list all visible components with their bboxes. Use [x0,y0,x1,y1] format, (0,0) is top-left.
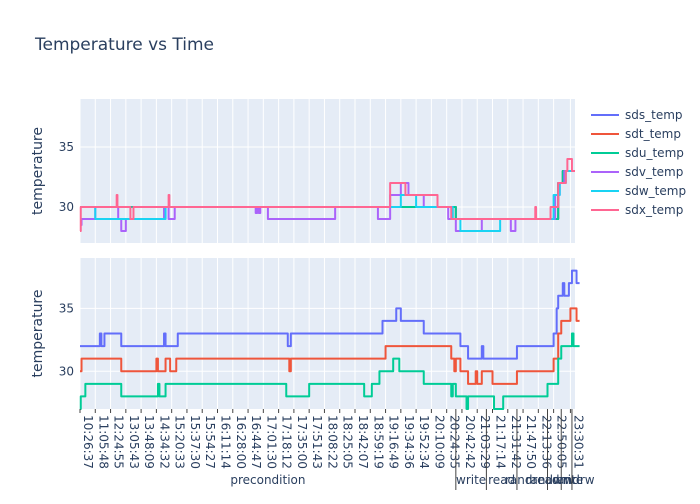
x-tick-label: 20:24:35 [448,415,462,469]
series-line-sdt_temp [80,307,580,385]
legend-label: sdv_temp [625,165,683,179]
x-tick-label: 20:42:42 [463,415,477,469]
x-tick-label: 22:13:36 [539,415,553,469]
legend-item-sdv_temp[interactable]: sdv_temp [591,165,683,179]
x-axis: 10:26:37 11:05:48 12:24:55 13:05:43 13:48:09… [79,409,585,469]
legend-item-sdu_temp[interactable]: sdu_temp [591,146,684,160]
x-tick-label: 18:25:05 [341,415,355,469]
x-tick-label: 18:59:19 [371,415,385,469]
x-tick-label: 17:35:00 [295,415,309,469]
legend-label: sdw_temp [625,184,686,198]
legend-label: sdx_temp [625,203,683,217]
legend-label: sdt_temp [625,127,681,141]
y-tick-label: 30 [59,200,74,214]
legend[interactable]: sds_temp sdt_temp sdu_temp sdv_temp sdw_temp… [591,108,686,217]
x-tick-label: 16:11:14 [219,415,233,469]
series-line-sds_temp [80,269,580,360]
phase-label: randread [505,473,560,487]
series-line-sdx_temp [79,158,575,232]
chart-title: Temperature vs Time [34,35,214,55]
x-tick-label: 16:44:47 [249,415,263,469]
legend-item-sdw_temp[interactable]: sdw_temp [591,184,686,198]
plots-layer: 30 35 temperature 30 35 temperature [30,99,580,410]
legend-label: sds_temp [625,108,683,122]
phase-label: write [456,473,486,487]
x-tick-label: 23:30:31 [571,415,585,469]
phase-label: randrw [552,473,594,487]
x-tick-label: 15:54:27 [203,415,217,469]
x-tick-label: 20:10:09 [432,415,446,469]
x-tick-label: 19:52:34 [417,415,431,469]
legend-item-sds_temp[interactable]: sds_temp [591,108,683,122]
series-line-sdv_temp [80,170,575,232]
y-axis-label: temperature [30,127,46,215]
x-tick-label: 19:16:49 [387,415,401,469]
x-tick-label: 17:51:43 [310,415,324,469]
x-tick-label: 10:26:37 [81,415,95,469]
subplot-2: 30 35 temperature [30,258,580,410]
y-tick-label: 30 [59,364,74,378]
subplot-1: 30 35 temperature [30,99,575,243]
x-tick-label: 21:03:29 [478,415,492,469]
x-tick-label: 21:47:50 [524,415,538,469]
phase-label: randwrite [526,473,584,487]
x-tick-label: 18:42:07 [356,415,370,469]
phase-annotations: precondition write readrandreadrandwriterw… [230,409,595,490]
legend-item-sdx_temp[interactable]: sdx_temp [591,203,683,217]
y-axis-label: temperature [30,290,46,378]
y-tick-label: 35 [59,301,74,315]
phase-label: rw [559,473,574,487]
x-tick-label: 11:05:48 [96,415,110,469]
x-tick-label: 17:01:30 [264,415,278,469]
x-tick-label: 16:28:00 [234,415,248,469]
x-tick-label: 15:37:30 [188,415,202,469]
x-tick-label: 21:17:14 [494,415,508,469]
y-tick-label: 35 [59,140,74,154]
x-tick-label: 15:20:33 [173,415,187,469]
x-tick-label: 13:05:43 [127,415,141,469]
x-tick-label: 19:34:36 [402,415,416,469]
x-tick-label: 12:24:55 [112,415,126,469]
x-tick-label: 14:34:32 [157,415,171,469]
x-tick-label: 13:48:09 [142,415,156,469]
phase-label: read [488,473,515,487]
legend-item-sdt_temp[interactable]: sdt_temp [591,127,681,141]
phase-label: precondition [230,473,305,487]
x-tick-label: 21:31:42 [509,415,523,469]
x-tick-label: 18:08:22 [325,415,339,469]
x-tick-label: 17:18:12 [280,415,294,469]
legend-label: sdu_temp [625,146,684,160]
series-line-sdu_temp [79,332,580,410]
